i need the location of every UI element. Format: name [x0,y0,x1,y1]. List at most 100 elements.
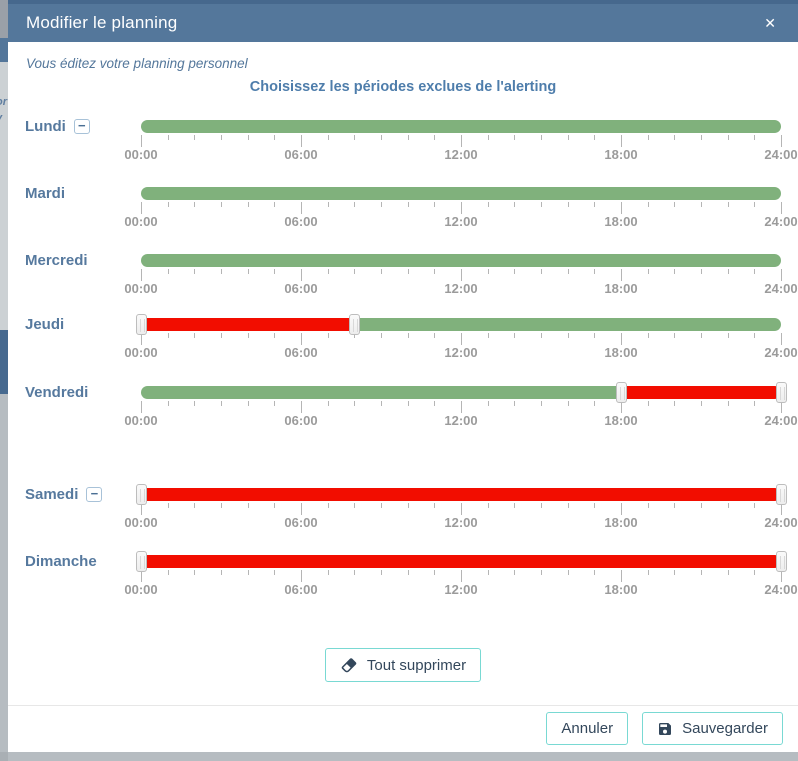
minor-tick [381,269,382,274]
slider-track[interactable] [141,254,781,267]
slider-handle[interactable] [775,382,787,403]
major-tick [621,570,622,582]
minor-tick [727,202,729,207]
close-icon[interactable]: ✕ [760,14,780,32]
tick-label: 24:00 [764,582,798,597]
minor-tick [434,333,436,338]
minor-tick [594,570,596,575]
minor-tick [354,135,356,140]
minor-tick [567,503,569,508]
minor-tick [194,135,196,140]
slider-track[interactable] [141,318,781,331]
day-slider[interactable]: 00:00 06:00 12:00 18:00 24:00 [124,175,798,235]
slider-handle[interactable] [135,484,147,505]
tick-label: 12:00 [444,413,478,428]
cancel-button[interactable]: Annuler [546,712,629,745]
slider-handle[interactable] [135,314,147,335]
slider-handle[interactable] [135,551,147,572]
day-label: Mardi [25,185,66,202]
remove-day-button[interactable]: − [73,119,90,134]
major-tick [781,202,782,214]
minor-tick [647,202,649,207]
minor-tick [567,202,569,207]
clear-all-button[interactable]: Tout supprimer [324,648,482,682]
backdrop-left-strip: or v [0,0,8,761]
minor-tick [274,202,276,207]
minor-tick [701,269,702,274]
tick-label: 24:00 [764,214,798,229]
minor-tick [594,135,596,140]
minor-tick [647,269,649,274]
minor-tick [221,269,222,274]
minor-tick [514,269,516,274]
major-tick [141,503,142,515]
clear-all-label: Tout supprimer [366,656,467,674]
modal-footer: Annuler Sauvegarder [546,712,783,745]
minor-tick [381,570,382,575]
minor-tick [221,202,222,207]
minor-tick [754,401,756,406]
day-slider[interactable]: 00:00 06:00 12:00 18:00 24:00 [124,543,798,603]
minor-tick [407,202,409,207]
minor-tick [407,135,409,140]
minor-tick [221,333,222,338]
minor-tick [487,503,489,508]
minor-tick [514,202,516,207]
modal-title: Modifier le planning [26,13,178,32]
slider-track[interactable] [141,187,781,200]
minor-tick [167,202,169,207]
backdrop-block [0,38,8,62]
slider-track[interactable] [141,555,781,568]
minor-tick [514,401,516,406]
minor-tick [701,202,702,207]
slider-handle[interactable] [775,484,787,505]
tick-label: 06:00 [284,345,318,360]
minor-tick [567,269,569,274]
day-row: Vendredi 00:00 06:00 12:00 18:00 24:00 [8,374,798,441]
minor-tick [567,333,569,338]
major-tick [301,503,302,515]
minor-tick [354,503,356,508]
minor-tick [327,202,329,207]
slider-handle[interactable] [348,314,360,335]
major-tick [461,269,462,281]
modal-header: Modifier le planning ✕ [8,4,798,42]
slider-track[interactable] [141,120,781,133]
major-tick [301,202,302,214]
save-button[interactable]: Sauvegarder [642,712,783,745]
major-tick [141,333,142,345]
minor-tick [701,570,702,575]
minor-tick [327,269,329,274]
day-slider[interactable]: 00:00 06:00 12:00 18:00 24:00 [124,374,798,434]
backdrop-bottom-strip [8,752,798,761]
major-tick [621,333,622,345]
slider-track[interactable] [141,386,781,399]
minor-tick [247,269,249,274]
tick-label: 06:00 [284,147,318,162]
minor-tick [514,503,516,508]
minor-tick [247,202,249,207]
day-slider[interactable]: 00:00 06:00 12:00 18:00 24:00 [124,476,798,536]
slider-track[interactable] [141,488,781,501]
minor-tick [407,401,409,406]
tick-label: 24:00 [764,515,798,530]
day-label: Samedi [25,486,79,503]
minor-tick [327,333,329,338]
minor-tick [727,269,729,274]
major-tick [781,269,782,281]
minor-tick [514,333,516,338]
minor-tick [541,570,542,575]
tick-label: 00:00 [124,582,158,597]
remove-day-button[interactable]: − [86,487,103,502]
day-slider[interactable]: 00:00 06:00 12:00 18:00 24:00 [124,108,798,168]
slider-segment-excluded [621,386,781,399]
major-tick [141,135,142,147]
save-label: Sauvegarder [682,720,768,737]
minor-tick [647,570,649,575]
slider-handle[interactable] [775,551,787,572]
day-slider[interactable]: 00:00 06:00 12:00 18:00 24:00 [124,242,798,302]
minor-tick [567,135,569,140]
day-slider[interactable]: 00:00 06:00 12:00 18:00 24:00 [124,306,798,366]
major-tick [621,269,622,281]
slider-handle[interactable] [615,382,627,403]
